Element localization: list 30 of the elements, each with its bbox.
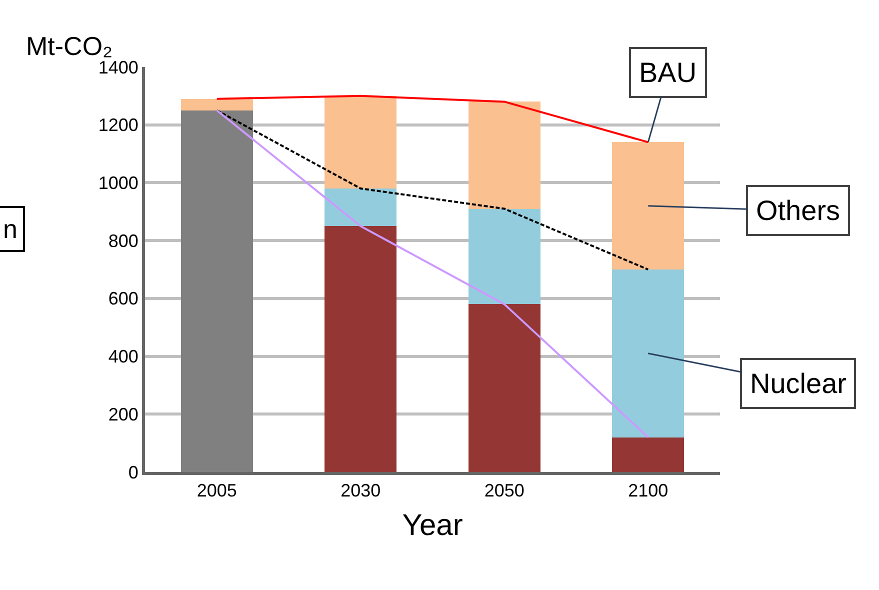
line-series <box>216 109 650 270</box>
line-series <box>216 109 650 438</box>
bar <box>468 208 540 304</box>
y-tick-label: 600 <box>108 288 138 309</box>
y-tick-label: 1000 <box>98 173 138 194</box>
bar <box>180 98 253 110</box>
x-tick-label: 2005 <box>196 480 237 501</box>
bar <box>612 270 684 438</box>
series-label: BAU <box>639 57 697 88</box>
text: Others <box>756 195 840 226</box>
bar <box>180 110 253 472</box>
y-tick-label: 1200 <box>98 115 138 136</box>
x-axis-title: Year <box>402 509 463 542</box>
line-series <box>216 94 650 144</box>
y-tick-label: 200 <box>108 404 138 424</box>
bar <box>468 304 540 472</box>
y-tick-label: 800 <box>108 230 138 251</box>
text: Nuclear <box>750 368 846 399</box>
y-tick-label: 0 <box>128 462 138 482</box>
bar <box>324 96 397 188</box>
bar <box>612 142 684 270</box>
bar <box>324 188 397 226</box>
bar <box>324 226 397 472</box>
bar <box>468 102 540 209</box>
x-tick-label: 2030 <box>340 480 381 501</box>
text: n <box>3 214 18 244</box>
x-tick-label: 2050 <box>484 480 524 501</box>
y-tick-label: 400 <box>108 346 138 367</box>
x-tick-label: 2100 <box>628 480 668 501</box>
bar <box>612 437 684 472</box>
